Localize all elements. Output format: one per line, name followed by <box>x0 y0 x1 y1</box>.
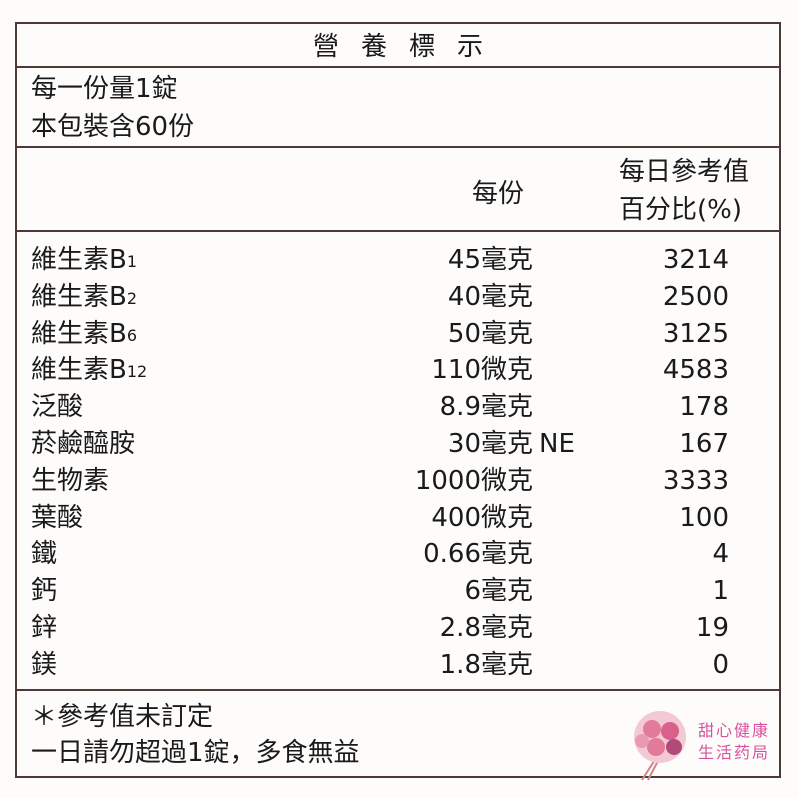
servings-per-package: 本包裝含60份 <box>31 112 195 142</box>
nutrient-row: 維生素B6 50毫克 3125 <box>17 319 779 355</box>
nutrient-daily-percent: 167 <box>679 429 729 459</box>
divider <box>17 230 779 232</box>
nutrient-name-text: 維生素B <box>31 355 127 386</box>
serving-size: 每一份量1錠 <box>31 74 178 104</box>
nutrient-name: 維生素B2 <box>31 282 137 315</box>
nutrient-name-text: 生物素 <box>31 465 110 496</box>
nutrient-unit-note: NE <box>539 429 575 459</box>
nutrient-daily-percent: 4583 <box>662 355 729 386</box>
nutrient-amount: 30毫克 <box>447 429 533 459</box>
nutrient-name-text: 維生素B <box>31 318 127 349</box>
nutrient-row: 鈣 6毫克 1 <box>17 576 779 612</box>
nutrition-table: 營養標示 每一份量1錠 本包裝含60份 每份 每日參考值 百分比(%) 維生素B… <box>15 22 781 778</box>
header-per-serving: 每份 <box>472 179 525 209</box>
nutrient-name: 菸鹼醯胺 <box>31 429 135 459</box>
nutrient-name: 鋅 <box>31 613 57 643</box>
nutrient-amount: 110微克 <box>431 355 533 386</box>
nutrient-row: 葉酸 400微克 100 <box>17 503 779 539</box>
nutrient-amount: 6毫克 <box>464 576 533 607</box>
nutrient-name-text: 維生素B <box>31 281 127 312</box>
nutrient-row: 鋅 2.8毫克 19 <box>17 613 779 649</box>
nutrient-name: 鐵 <box>31 539 57 569</box>
divider <box>17 66 779 68</box>
nutrient-subscript: 6 <box>126 325 138 345</box>
header-daily-value-percent: 百分比(%) <box>619 195 742 225</box>
nutrient-name-text: 菸鹼醯胺 <box>31 429 136 459</box>
divider <box>17 689 779 691</box>
watermark-logo: 甜心健康 生活药局 <box>620 705 780 785</box>
header-daily-value: 每日參考值 <box>619 157 750 187</box>
nutrient-name-text: 鈣 <box>31 576 58 607</box>
nutrient-row: 生物素 1000微克 3333 <box>17 466 779 502</box>
nutrient-name: 葉酸 <box>31 503 83 533</box>
nutrient-name-text: 鎂 <box>31 649 58 680</box>
nutrient-name-text: 泛酸 <box>31 392 84 423</box>
nutrient-name: 生物素 <box>31 466 109 496</box>
nutrient-daily-percent: 178 <box>679 392 729 423</box>
nutrient-amount: 40毫克 <box>447 281 533 312</box>
nutrient-daily-percent: 3333 <box>662 465 729 496</box>
nutrient-daily-percent: 3214 <box>662 245 729 275</box>
nutrient-daily-percent: 2500 <box>662 281 729 312</box>
divider <box>17 146 779 148</box>
nutrient-amount: 0.66毫克 <box>423 539 533 570</box>
nutrient-name-text: 維生素B <box>31 245 127 275</box>
table-title: 營養標示 <box>312 32 505 62</box>
nutrient-subscript: 1 <box>126 252 138 271</box>
footer-note: ＊參考值未訂定 <box>31 702 214 732</box>
footer-warning: 一日請勿超過1錠，多食無益 <box>31 738 360 768</box>
nutrient-name: 鎂 <box>31 650 57 680</box>
nutrient-name: 維生素B12 <box>31 355 147 388</box>
nutrient-daily-percent: 19 <box>695 613 729 643</box>
nutrient-row: 菸鹼醯胺 30毫克 NE 167 <box>17 429 779 465</box>
nutrient-amount: 50毫克 <box>447 318 533 349</box>
nutrient-name-text: 葉酸 <box>31 502 84 533</box>
nutrient-row: 鎂 1.8毫克 0 <box>17 650 779 686</box>
nutrient-daily-percent: 4 <box>712 539 729 570</box>
nutrient-amount: 1.8毫克 <box>439 649 533 680</box>
nutrient-row: 維生素B12 110微克 4583 <box>17 355 779 391</box>
nutrient-daily-percent: 3125 <box>662 318 729 349</box>
nutrient-row: 鐵 0.66毫克 4 <box>17 539 779 575</box>
watermark-line1: 甜心健康 <box>698 721 771 740</box>
nutrient-row: 泛酸 8.9毫克 178 <box>17 392 779 428</box>
nutrient-amount: 2.8毫克 <box>439 613 533 643</box>
nutrient-subscript: 2 <box>126 288 138 308</box>
flower-bouquet-icon <box>634 711 686 781</box>
nutrient-name: 鈣 <box>31 576 57 606</box>
nutrient-amount: 45毫克 <box>447 245 533 275</box>
nutrient-row: 維生素B1 45毫克 3214 <box>17 245 779 281</box>
nutrient-name: 泛酸 <box>31 392 83 422</box>
watermark-line2: 生活药局 <box>698 743 771 762</box>
nutrient-amount: 1000微克 <box>414 465 533 496</box>
nutrient-daily-percent: 1 <box>712 576 729 607</box>
nutrient-name-text: 鋅 <box>31 613 58 643</box>
nutrient-daily-percent: 0 <box>712 649 729 680</box>
nutrient-amount: 400微克 <box>431 502 533 533</box>
nutrient-row: 維生素B2 40毫克 2500 <box>17 282 779 318</box>
nutrient-name: 維生素B1 <box>31 245 137 278</box>
nutrient-name: 維生素B6 <box>31 319 137 352</box>
nutrient-name-text: 鐵 <box>31 539 58 570</box>
nutrient-amount: 8.9毫克 <box>439 392 533 423</box>
nutrient-subscript: 12 <box>126 362 148 382</box>
nutrient-daily-percent: 100 <box>679 502 729 533</box>
